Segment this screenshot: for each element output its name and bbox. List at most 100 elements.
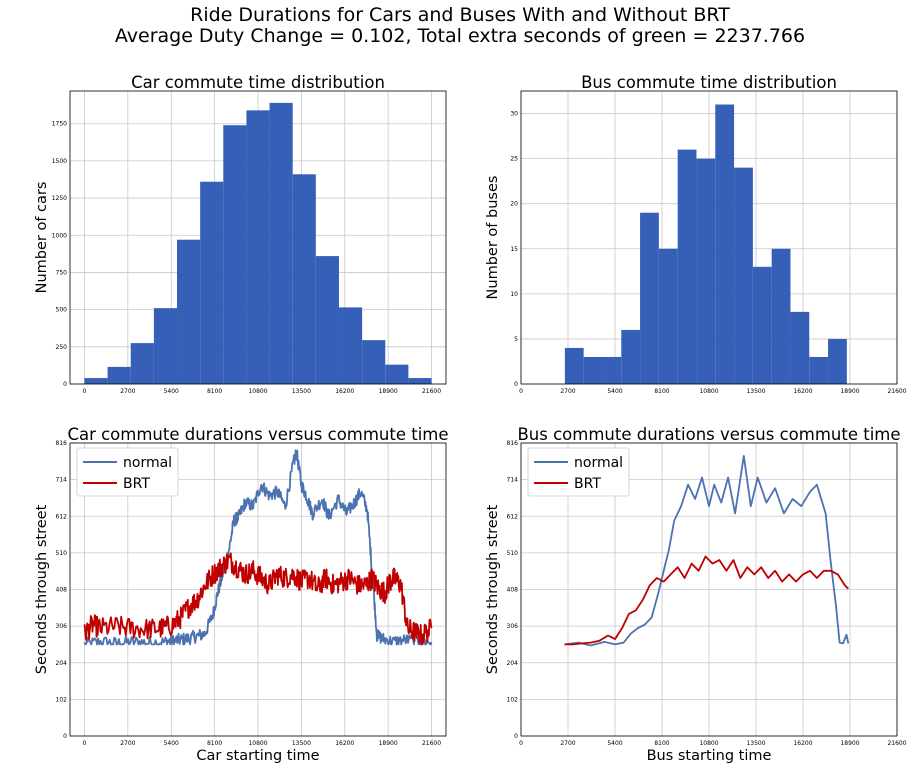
car-hist-bar-9 bbox=[292, 174, 316, 384]
bus-hist-ytick-5: 25 bbox=[510, 156, 518, 163]
car-hist-bar-1 bbox=[107, 366, 131, 384]
car-line-xtick-2: 5400 bbox=[164, 740, 179, 747]
car-line-xlabel: Car starting time bbox=[196, 748, 319, 764]
bus-hist-ytick-1: 5 bbox=[514, 336, 518, 343]
car-line-xtick-6: 16200 bbox=[335, 740, 354, 747]
bus-line-xlabel: Bus starting time bbox=[647, 748, 772, 764]
bus-line-title: Bus commute durations versus commute tim… bbox=[517, 425, 900, 444]
car-line-xtick-8: 21600 bbox=[422, 740, 441, 747]
bus-hist-bar-9 bbox=[734, 167, 753, 384]
car-hist-ytick-1: 250 bbox=[56, 344, 68, 351]
car-hist-bar-2 bbox=[130, 343, 154, 384]
car-hist-bar-13 bbox=[385, 364, 409, 384]
bus-hist-xtick-8: 21600 bbox=[887, 388, 906, 395]
car-line-series-brt bbox=[83, 552, 433, 646]
car-hist-xtick-1: 2700 bbox=[120, 388, 135, 395]
car-hist-ytick-5: 1250 bbox=[52, 195, 67, 202]
bus-line-xtick-4: 10800 bbox=[699, 740, 718, 747]
bus-line-xtick-2: 5400 bbox=[607, 740, 622, 747]
bus-line-ytick-5: 510 bbox=[507, 550, 519, 557]
bus-line-ytick-7: 714 bbox=[507, 477, 519, 484]
car-hist-ytick-4: 1000 bbox=[52, 232, 67, 239]
car-line-legend-label-1: BRT bbox=[123, 476, 150, 492]
car-hist-xtick-0: 0 bbox=[83, 388, 87, 395]
car-hist-xtick-7: 18900 bbox=[379, 388, 398, 395]
car-hist-ytick-3: 750 bbox=[56, 269, 68, 276]
bus-hist-ytick-0: 0 bbox=[514, 381, 518, 388]
bus-hist-bar-13 bbox=[809, 356, 829, 384]
car-hist-xtick-2: 5400 bbox=[164, 388, 179, 395]
car-line-series-normal bbox=[83, 449, 433, 646]
bus-line-xtick-3: 8100 bbox=[654, 740, 669, 747]
bus-hist-bar-12 bbox=[790, 311, 810, 384]
bus-hist-bar-8 bbox=[715, 104, 735, 385]
bus-hist-xtick-1: 2700 bbox=[560, 388, 575, 395]
bus-hist-ytick-3: 15 bbox=[510, 246, 518, 253]
car-hist-bar-0 bbox=[84, 378, 108, 384]
car-line-xtick-5: 13500 bbox=[292, 740, 311, 747]
bus-hist-bar-5 bbox=[658, 248, 678, 384]
car-line-ytick-4: 408 bbox=[56, 587, 68, 594]
bus-hist-ytick-4: 20 bbox=[510, 201, 518, 208]
bus-line-frame bbox=[520, 442, 898, 737]
bus-line-xtick-5: 13500 bbox=[746, 740, 765, 747]
bus-hist-ytick-2: 10 bbox=[510, 291, 518, 298]
car-hist-ytick-6: 1500 bbox=[52, 158, 67, 165]
car-hist-bar-12 bbox=[362, 340, 386, 384]
car-hist-xtick-4: 10800 bbox=[248, 388, 267, 395]
bus-hist-xtick-0: 0 bbox=[519, 388, 523, 395]
car-line-xtick-7: 18900 bbox=[379, 740, 398, 747]
car-hist-xtick-5: 13500 bbox=[292, 388, 311, 395]
figure-title-line1: Ride Durations for Cars and Buses With a… bbox=[190, 4, 730, 26]
bus-hist-xtick-4: 10800 bbox=[699, 388, 718, 395]
car-line-ytick-3: 306 bbox=[56, 623, 68, 630]
bus-line-xtick-6: 16200 bbox=[793, 740, 812, 747]
car-line-ytick-6: 612 bbox=[56, 513, 68, 520]
car-hist-bar-3 bbox=[153, 308, 178, 384]
car-hist-bar-11 bbox=[338, 307, 363, 384]
bus-hist-xtick-6: 16200 bbox=[793, 388, 812, 395]
car-hist-ytick-0: 0 bbox=[63, 381, 67, 388]
car-hist-bar-5 bbox=[200, 181, 224, 384]
car-line-ytick-5: 510 bbox=[56, 550, 68, 557]
bus-line-xtick-1: 2700 bbox=[560, 740, 575, 747]
car-hist-bar-10 bbox=[315, 256, 339, 384]
bus-line-ytick-6: 612 bbox=[507, 513, 519, 520]
car-line-ytick-8: 816 bbox=[56, 440, 68, 447]
car-hist-xtick-3: 8100 bbox=[207, 388, 222, 395]
bus-hist-bar-14 bbox=[828, 338, 847, 384]
car-hist-bar-8 bbox=[269, 102, 293, 385]
car-hist-xtick-8: 21600 bbox=[422, 388, 441, 395]
car-hist-title: Car commute time distribution bbox=[131, 73, 385, 92]
bus-line-ytick-8: 816 bbox=[507, 440, 519, 447]
bus-line-xtick-7: 18900 bbox=[840, 740, 859, 747]
bus-hist-bar-4 bbox=[640, 212, 659, 384]
car-line-title: Car commute durations versus commute tim… bbox=[67, 425, 448, 444]
bus-hist-bar-0 bbox=[564, 347, 584, 384]
car-hist-bar-14 bbox=[408, 378, 432, 384]
car-hist-ytick-2: 500 bbox=[56, 307, 68, 314]
bus-line-series-brt bbox=[564, 555, 849, 646]
car-line-xtick-4: 10800 bbox=[248, 740, 267, 747]
bus-hist-xtick-3: 8100 bbox=[654, 388, 669, 395]
bus-line-xtick-0: 0 bbox=[519, 740, 523, 747]
car-line-ytick-2: 204 bbox=[56, 660, 68, 667]
car-hist-xtick-6: 16200 bbox=[335, 388, 354, 395]
bus-hist-bar-1 bbox=[583, 356, 603, 384]
bus-line-ytick-3: 306 bbox=[507, 623, 519, 630]
car-hist-ylabel: Number of cars bbox=[34, 182, 50, 294]
bus-hist-bar-7 bbox=[696, 158, 716, 384]
car-line-xtick-0: 0 bbox=[83, 740, 87, 747]
car-hist-frame bbox=[69, 90, 447, 385]
bus-line-ytick-2: 204 bbox=[507, 660, 519, 667]
bus-hist-xtick-7: 18900 bbox=[840, 388, 859, 395]
bus-line-legend-label-0: normal bbox=[574, 455, 623, 471]
bus-hist-bar-6 bbox=[677, 149, 697, 384]
car-line-ytick-1: 102 bbox=[56, 696, 68, 703]
car-line-ytick-7: 714 bbox=[56, 477, 68, 484]
bus-line-series-normal bbox=[564, 455, 850, 647]
bus-hist-bar-10 bbox=[752, 266, 772, 384]
car-line-xtick-1: 2700 bbox=[120, 740, 135, 747]
bus-line-ylabel: Seconds through street bbox=[485, 504, 501, 674]
